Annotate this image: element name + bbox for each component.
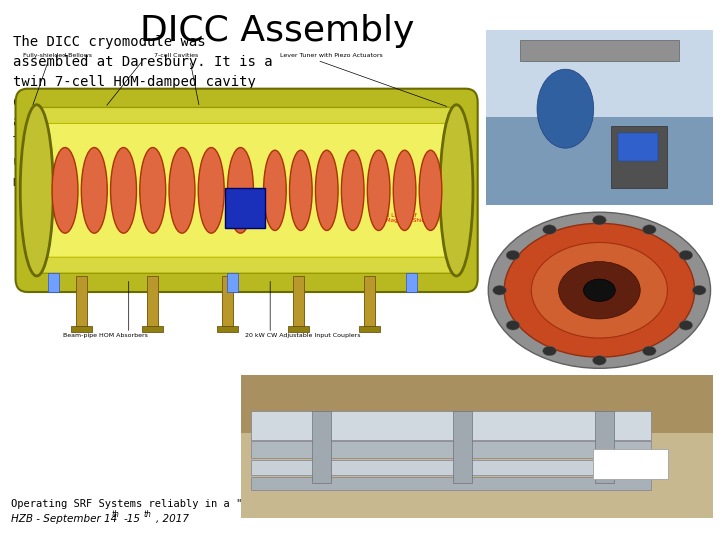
Ellipse shape — [81, 147, 107, 233]
Circle shape — [488, 212, 711, 368]
Bar — [288, 326, 309, 332]
Circle shape — [593, 355, 606, 365]
Bar — [520, 40, 679, 61]
Text: -15: -15 — [124, 514, 141, 524]
Circle shape — [693, 286, 706, 295]
Circle shape — [504, 224, 695, 357]
Text: 3 Layers of
Magnetic Shield: 3 Layers of Magnetic Shield — [386, 213, 429, 224]
Circle shape — [679, 251, 693, 260]
Text: HZB - September 14: HZB - September 14 — [11, 514, 117, 524]
Circle shape — [642, 346, 656, 356]
Bar — [251, 460, 652, 475]
Ellipse shape — [20, 105, 53, 276]
Circle shape — [543, 346, 557, 356]
Bar — [217, 326, 238, 332]
Ellipse shape — [440, 105, 473, 276]
Text: 20 kW CW Adjustable Input Couplers: 20 kW CW Adjustable Input Couplers — [246, 334, 361, 339]
Ellipse shape — [140, 147, 166, 233]
Text: DICC Assembly: DICC Assembly — [140, 14, 415, 48]
Text: th: th — [144, 510, 152, 519]
FancyBboxPatch shape — [30, 107, 464, 273]
Ellipse shape — [315, 150, 338, 231]
Ellipse shape — [198, 147, 224, 233]
Ellipse shape — [393, 150, 416, 231]
Text: th: th — [112, 510, 120, 519]
Bar — [71, 326, 92, 332]
Circle shape — [642, 225, 656, 234]
Bar — [293, 276, 304, 329]
Ellipse shape — [341, 150, 364, 231]
Ellipse shape — [52, 147, 78, 233]
Bar — [147, 276, 158, 329]
Ellipse shape — [419, 150, 442, 231]
Circle shape — [559, 261, 640, 319]
Bar — [222, 276, 233, 329]
Bar — [406, 273, 418, 292]
Text: The DICC cryomodule was
assembled at Daresbury. It is a
twin 7-cell HOM-damped c: The DICC cryomodule was assembled at Dar… — [13, 35, 289, 190]
Circle shape — [506, 251, 520, 260]
Circle shape — [543, 225, 557, 234]
Bar — [251, 411, 652, 440]
Bar — [241, 433, 713, 518]
Ellipse shape — [228, 147, 253, 233]
Circle shape — [492, 286, 506, 295]
Circle shape — [593, 215, 606, 225]
Text: 7-cell Cavities: 7-cell Cavities — [154, 52, 198, 58]
Ellipse shape — [537, 69, 594, 148]
Text: Fully-shielded Bellows: Fully-shielded Bellows — [24, 52, 92, 58]
Text: Lever Tuner with Piezo Actuators: Lever Tuner with Piezo Actuators — [280, 52, 383, 58]
Bar — [611, 126, 667, 187]
Ellipse shape — [169, 147, 195, 233]
FancyBboxPatch shape — [16, 89, 477, 292]
Bar — [312, 411, 330, 483]
Text: Beam-pipe HOM Absorbers: Beam-pipe HOM Absorbers — [63, 334, 148, 339]
Bar — [225, 188, 266, 228]
Bar — [364, 276, 375, 329]
Ellipse shape — [111, 147, 137, 233]
Bar — [486, 117, 713, 205]
Ellipse shape — [264, 150, 287, 231]
Bar — [48, 273, 59, 292]
Bar — [359, 326, 379, 332]
Bar — [595, 411, 613, 483]
Bar — [251, 477, 652, 490]
Bar — [76, 276, 87, 329]
Bar — [618, 133, 658, 161]
Circle shape — [679, 321, 693, 330]
Circle shape — [583, 279, 616, 301]
Bar — [142, 326, 163, 332]
Circle shape — [506, 321, 520, 330]
Bar — [251, 441, 652, 458]
FancyBboxPatch shape — [39, 124, 454, 257]
Bar — [486, 30, 713, 117]
Circle shape — [531, 242, 667, 338]
Text: , 2017: , 2017 — [156, 514, 189, 524]
Ellipse shape — [367, 150, 390, 231]
FancyBboxPatch shape — [593, 449, 668, 479]
Ellipse shape — [289, 150, 312, 231]
Bar — [227, 273, 238, 292]
Bar — [454, 411, 472, 483]
Bar — [241, 375, 713, 433]
Text: Operating SRF Systems reliably in a "Dirty: Operating SRF Systems reliably in a "Dir… — [11, 498, 274, 509]
